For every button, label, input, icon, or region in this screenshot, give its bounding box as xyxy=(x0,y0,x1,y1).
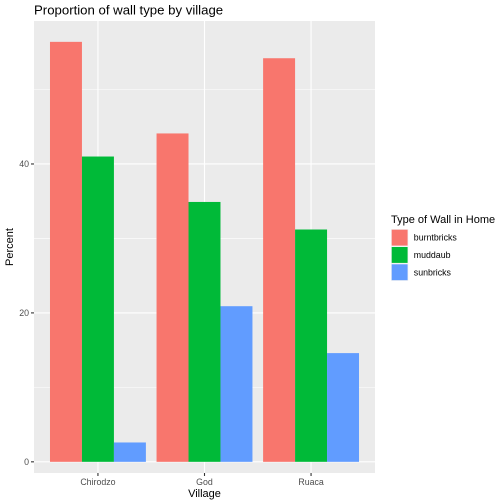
bar-sunbricks-chirodzo xyxy=(113,442,146,462)
legend: Type of Wall in Home burntbricks muddaub s… xyxy=(391,214,495,281)
y-tick-label: 40 xyxy=(19,159,29,169)
legend-label-sunbricks: sunbricks xyxy=(414,267,452,277)
y-axis-title: Percent xyxy=(4,228,16,266)
legend-label-burntbricks: burntbricks xyxy=(414,233,458,243)
x-tick-label: Ruaca xyxy=(298,477,324,487)
chart-title: Proportion of wall type by village xyxy=(34,3,223,18)
y-axis: 0 20 40 xyxy=(19,159,34,467)
x-axis-title: Village xyxy=(188,488,221,500)
bar-burntbricks-god xyxy=(156,133,189,462)
legend-title: Type of Wall in Home xyxy=(391,214,495,226)
bar-muddaub-ruaca xyxy=(295,229,328,462)
legend-label-muddaub: muddaub xyxy=(414,250,451,260)
legend-key-sunbricks xyxy=(391,264,408,281)
legend-key-muddaub xyxy=(391,247,408,263)
y-tick-label: 0 xyxy=(24,457,29,467)
bar-muddaub-god xyxy=(188,201,221,462)
legend-key-burntbricks xyxy=(391,229,408,246)
bar-burntbricks-ruaca xyxy=(263,58,296,462)
bar-muddaub-chirodzo xyxy=(81,156,114,462)
bar-sunbricks-god xyxy=(220,306,253,462)
bar-burntbricks-chirodzo xyxy=(49,41,82,462)
bar-sunbricks-ruaca xyxy=(327,353,360,462)
x-axis: Chirodzo God Ruaca xyxy=(80,473,324,487)
x-tick-label: God xyxy=(196,477,213,487)
x-tick-label: Chirodzo xyxy=(80,477,115,487)
y-tick-label: 20 xyxy=(19,308,29,318)
bars xyxy=(49,41,360,462)
